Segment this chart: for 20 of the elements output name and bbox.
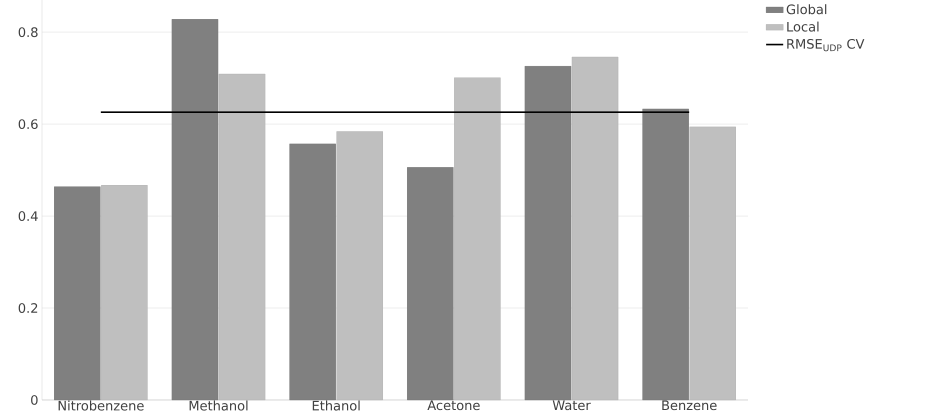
bar	[172, 19, 218, 400]
bar	[289, 144, 336, 400]
x-tick-label: Benzene	[662, 400, 717, 410]
bar	[54, 186, 101, 400]
bar	[407, 167, 454, 400]
x-tick-label: Nitrobenzene	[58, 400, 144, 411]
y-tick-label: 0.4	[18, 211, 38, 221]
x-tick-label: Ethanol	[312, 400, 360, 411]
y-tick-label: 0	[31, 395, 38, 405]
bar	[524, 66, 572, 400]
y-tick-label: 0.2	[18, 303, 38, 313]
bar	[642, 108, 689, 400]
y-tick-label: 0.8	[18, 27, 38, 38]
x-tick-label: Methanol	[190, 400, 248, 411]
x-tick-label: Acetone	[427, 400, 480, 410]
y-tick-label: 0.6	[18, 119, 38, 130]
legend-label: Global	[786, 4, 826, 14]
legend-label: Local	[787, 22, 818, 32]
legend-label: RMSE$_{UDP}$ CV	[787, 38, 864, 52]
x-tick-label: Water	[552, 400, 591, 410]
